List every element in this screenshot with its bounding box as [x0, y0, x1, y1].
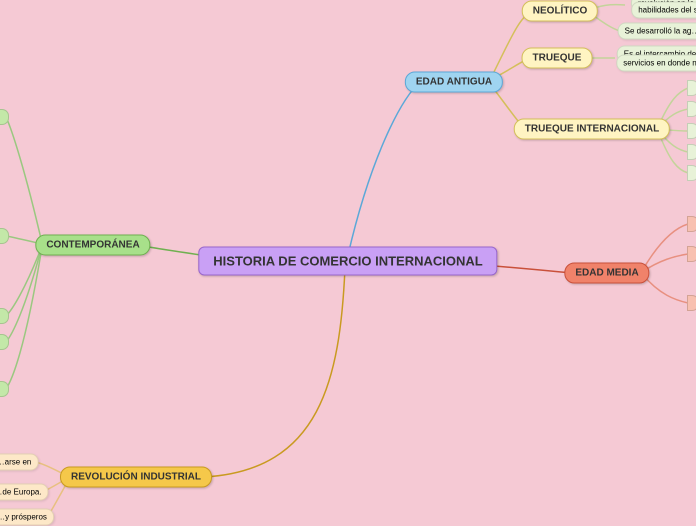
note-rev3: …y prósperos — [0, 509, 54, 526]
edge — [6, 247, 42, 389]
stub-e1 — [687, 80, 696, 96]
note-rev2: …de Europa. — [0, 484, 49, 501]
note-neo2: habilidades del s… — [631, 2, 696, 19]
edge — [642, 274, 688, 303]
stub-s3 — [0, 308, 9, 324]
node-edad_media[interactable]: EDAD MEDIA — [564, 263, 649, 284]
note-tru2: servicios en donde n… — [616, 55, 696, 72]
note-neo3: Se desarrolló la ag… — [618, 23, 696, 40]
edge — [6, 246, 42, 342]
node-trueque_int[interactable]: TRUEQUE INTERNACIONAL — [514, 119, 670, 140]
stub-s5 — [0, 381, 9, 397]
node-edad_antigua[interactable]: EDAD ANTIGUA — [405, 72, 503, 93]
stub-e3 — [687, 123, 696, 139]
node-trueque[interactable]: TRUEQUE — [522, 48, 593, 69]
stub-e4 — [687, 144, 696, 160]
edge — [642, 224, 688, 271]
stub-s4 — [0, 334, 9, 350]
node-neolitico[interactable]: NEOLÍTICO — [522, 1, 598, 22]
edge — [490, 11, 533, 80]
edge — [205, 268, 345, 477]
stub-m2 — [687, 246, 696, 262]
note-rev1: …arse en — [0, 454, 38, 471]
node-revolucion[interactable]: REVOLUCIÓN INDUSTRIAL — [60, 467, 212, 488]
stub-m1 — [687, 216, 696, 232]
edge — [6, 117, 42, 243]
stub-e2 — [687, 101, 696, 117]
stub-m3 — [687, 295, 696, 311]
central-node[interactable]: HISTORIA DE COMERCIO INTERNACIONAL — [198, 247, 497, 276]
stub-s2 — [0, 228, 9, 244]
node-contemporanea[interactable]: CONTEMPORÁNEA — [35, 235, 150, 256]
stub-s1 — [0, 109, 9, 125]
edge — [348, 82, 420, 255]
edge — [6, 246, 42, 316]
stub-e5 — [687, 165, 696, 181]
